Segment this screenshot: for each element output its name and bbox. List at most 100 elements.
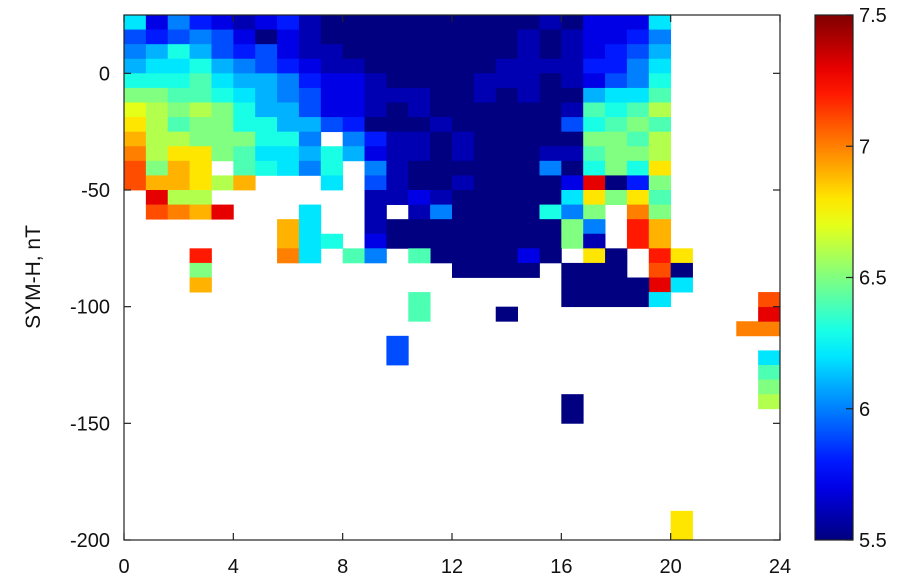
heatmap-cell [298, 160, 322, 176]
heatmap-cell [255, 73, 278, 89]
heatmap-cell [189, 277, 212, 293]
heatmap-cell [495, 219, 518, 235]
heatmap-cell [648, 29, 672, 45]
heatmap-cell [386, 233, 409, 249]
heatmap-cell [189, 248, 212, 264]
heatmap-cell [298, 15, 322, 30]
heatmap-cell [408, 117, 431, 133]
heatmap-cell [255, 15, 278, 30]
heatmap-cell [255, 160, 278, 176]
heatmap-cell [539, 44, 562, 60]
heatmap-cell [648, 292, 672, 308]
heatmap-cell [495, 131, 518, 147]
heatmap-cell [605, 58, 628, 74]
heatmap-cell [277, 248, 300, 264]
heatmap-cell [583, 102, 606, 118]
heatmap-cell [408, 248, 431, 264]
heatmap-cell [517, 175, 540, 191]
heatmap-cell [320, 87, 344, 103]
heatmap-cell [495, 15, 518, 30]
heatmap-cell [517, 117, 540, 133]
heatmap-cell [605, 29, 628, 45]
heatmap-cell [561, 117, 584, 133]
heatmap-cell [386, 175, 409, 191]
heatmap-cell [648, 102, 672, 118]
heatmap-cell [473, 117, 497, 133]
heatmap-cell [473, 204, 497, 220]
heatmap-cell [452, 131, 475, 147]
heatmap-cell [364, 160, 387, 176]
heatmap-cell [452, 248, 475, 264]
x-tick-label: 8 [337, 556, 348, 578]
heatmap-cell [145, 190, 169, 205]
heatmap-cell [386, 117, 409, 133]
heatmap-cell [626, 175, 650, 191]
heatmap-cell [495, 190, 518, 205]
heatmap-cell [364, 15, 387, 30]
heatmap-cell [452, 15, 475, 30]
heatmap-cell [386, 160, 409, 176]
heatmap-cell [561, 73, 584, 89]
heatmap-cell [167, 44, 190, 60]
heatmap-cell [298, 73, 322, 89]
heatmap-cell [473, 102, 497, 118]
heatmap-cell [648, 58, 672, 74]
heatmap-cell [473, 87, 497, 103]
heatmap-cell [605, 262, 628, 278]
heatmap-cell [452, 58, 475, 74]
y-tick-label: -200 [70, 530, 110, 552]
heatmap-cell [320, 160, 344, 176]
heatmap-cell [342, 87, 365, 103]
heatmap-cell [364, 29, 387, 45]
heatmap-cell [517, 190, 540, 205]
heatmap-cell [561, 277, 584, 293]
heatmap-cell [145, 29, 169, 45]
heatmap-cell [430, 219, 453, 235]
heatmap-cell [626, 190, 650, 205]
heatmap-cell [626, 102, 650, 118]
colorbar-tick-label: 5.5 [859, 530, 887, 552]
heatmap-cell [583, 73, 606, 89]
y-tick-label: -100 [70, 297, 110, 319]
heatmap-cell [495, 117, 518, 133]
heatmap-cell [561, 219, 584, 235]
heatmap-cell [495, 175, 518, 191]
heatmap-cell [408, 131, 431, 147]
heatmap-cell [626, 131, 650, 147]
heatmap-cell [648, 73, 672, 89]
heatmap-cell [298, 44, 322, 60]
heatmap-cell [561, 262, 584, 278]
heatmap-cell [517, 248, 540, 264]
heatmap-cell [298, 233, 322, 249]
heatmap-cell [386, 29, 409, 45]
heatmap-cell [430, 29, 453, 45]
y-axis: 0 -50 -100 -150 -200 [70, 63, 780, 552]
heatmap-cell [233, 73, 256, 89]
heatmap-cell [320, 73, 344, 89]
heatmap-cell [758, 394, 781, 410]
heatmap-cell [298, 219, 322, 235]
heatmap-cell [452, 219, 475, 235]
heatmap-cell [167, 204, 190, 220]
heatmap-cell [583, 87, 606, 103]
heatmap-cell [561, 394, 584, 410]
heatmap-cell [517, 160, 540, 176]
heatmap-cell [386, 58, 409, 74]
heatmap-cell [605, 131, 628, 147]
colorbar-tick-label: 6 [859, 399, 870, 421]
heatmap-cell [233, 102, 256, 118]
heatmap-cell [408, 219, 431, 235]
heatmap-cell [539, 146, 562, 162]
heatmap-cell [495, 87, 518, 103]
heatmap-cell [648, 160, 672, 176]
heatmap-cell [605, 277, 628, 293]
heatmap-cell [430, 248, 453, 264]
x-axis: 0 4 8 12 16 20 24 [118, 15, 791, 578]
heatmap-cell [626, 292, 650, 308]
heatmap-cell [320, 102, 344, 118]
heatmap-cell [583, 175, 606, 191]
heatmap-cell [517, 204, 540, 220]
heatmap-cell [408, 233, 431, 249]
heatmap-cell [648, 131, 672, 147]
heatmap-cell [167, 160, 190, 176]
